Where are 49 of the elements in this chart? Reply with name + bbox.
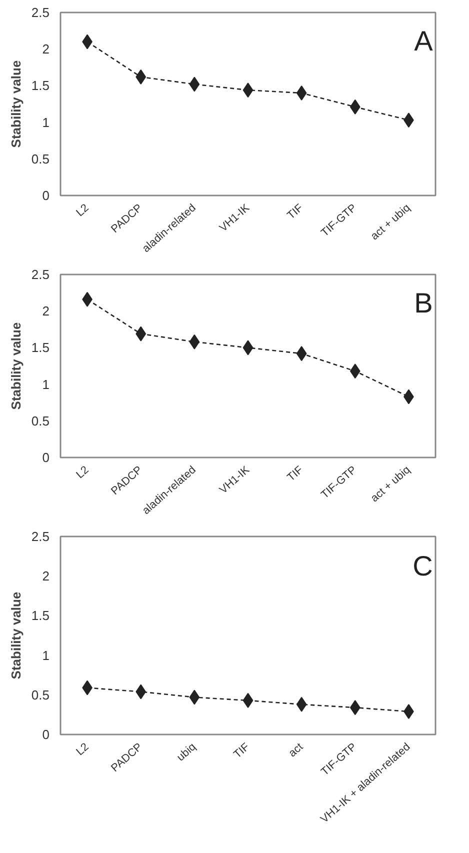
y-tick-label: 2.5 [31,529,50,544]
annotation: C [412,550,433,582]
y-tick-label: 1 [42,376,50,392]
point [350,700,360,716]
x-tick-label: TIF [232,740,252,761]
point [242,692,254,708]
y-axis-title: Stability value [8,322,24,410]
point [189,334,200,350]
y-tick-label: 0 [42,727,50,742]
y-axis-title: Stability value [8,592,24,680]
point [242,340,254,356]
point [136,684,146,700]
x-tick-label: TIF [285,464,306,484]
point [296,346,307,362]
annotation: B [414,287,433,318]
y-tick-label: 0.5 [31,687,50,702]
y-tick-label: 2 [42,568,50,584]
x-tick-label: ubiq [174,740,198,764]
y-tick-label: 0 [42,188,50,203]
y-tick-label: 2.5 [31,267,50,282]
point [350,364,360,379]
point [189,76,200,92]
y-tick-label: 2 [42,304,50,319]
y-tick-label: 0.5 [31,413,50,428]
x-tick-label: act [286,740,306,760]
y-tick-label: 0 [42,450,50,465]
y-tick-label: 2.5 [31,5,50,20]
x-tick-label: act + ubiq [368,202,413,243]
point [296,696,307,712]
x-tick-label: TIF [285,202,306,222]
y-axis-title: Stability value [8,60,24,148]
x-tick-label: L2 [74,464,92,482]
y-tick-label: 1.5 [31,340,50,356]
point [296,86,307,101]
point [136,326,146,342]
point [136,69,146,84]
x-tick-label: L2 [74,740,92,758]
y-tick-label: 1.5 [31,608,50,624]
y-tick-label: 1 [42,114,50,130]
y-tick-label: 1.5 [31,78,50,94]
y-tick-label: 0.5 [31,151,50,166]
annotation: A [414,25,434,56]
point [189,690,200,705]
point [350,99,360,114]
x-tick-label: act + ubiq [368,464,413,505]
y-tick-label: 2 [42,42,50,57]
x-tick-label: L2 [74,202,92,220]
point [242,82,254,98]
y-tick-label: 1 [42,648,50,663]
